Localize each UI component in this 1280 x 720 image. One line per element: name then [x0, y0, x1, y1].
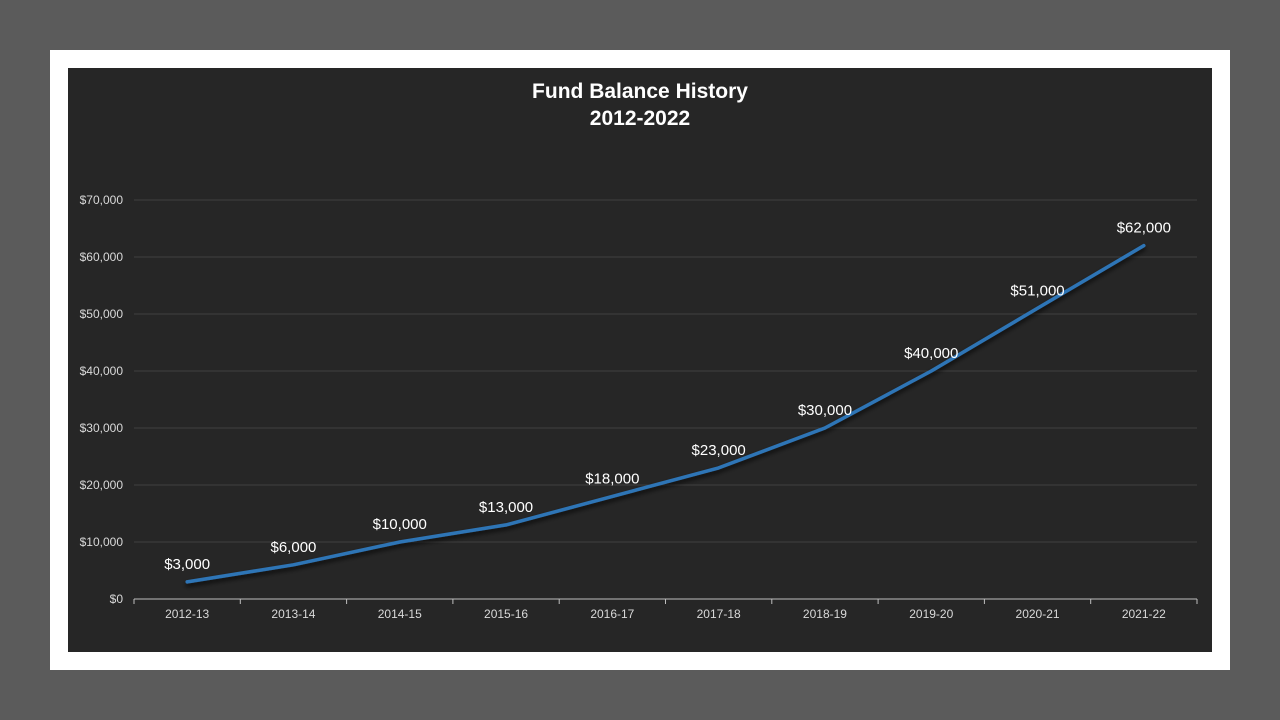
chart-title-block: Fund Balance History 2012-2022 — [0, 78, 1280, 132]
y-tick-label: $60,000 — [80, 250, 124, 264]
y-tick-label: $70,000 — [80, 193, 124, 207]
data-label: $18,000 — [585, 470, 639, 487]
data-label: $13,000 — [479, 499, 533, 516]
y-tick-label: $50,000 — [80, 307, 124, 321]
x-tick-label: 2020-21 — [1016, 607, 1060, 621]
data-point — [186, 581, 188, 583]
x-tick-label: 2016-17 — [590, 607, 634, 621]
y-tick-label: $0 — [110, 592, 124, 606]
series-line-group — [185, 243, 1146, 584]
x-axis — [133, 598, 1198, 604]
data-label: $51,000 — [1010, 282, 1064, 299]
data-label: $23,000 — [692, 442, 746, 459]
data-label: $40,000 — [904, 345, 958, 362]
x-tick-label: 2019-20 — [909, 607, 953, 621]
data-label: $30,000 — [798, 402, 852, 419]
chart-title: Fund Balance History — [532, 80, 748, 103]
series-line — [185, 243, 1146, 584]
data-point — [292, 564, 294, 566]
data-point — [505, 524, 507, 526]
y-tick-label: $10,000 — [80, 535, 124, 549]
y-tick-label: $40,000 — [80, 364, 124, 378]
data-point — [399, 541, 401, 543]
data-point — [1037, 307, 1039, 309]
data-point — [824, 427, 826, 429]
y-tick-label: $30,000 — [80, 421, 124, 435]
y-axis-labels: $0 $10,000 $20,000 $30,000 $40,000 $50,000 $60… — [80, 193, 124, 606]
data-labels: $3,000 $6,000 $10,000 $13,000 $18,000 $23,000… — [164, 220, 1171, 573]
x-tick-label: 2017-18 — [697, 607, 741, 621]
data-point — [930, 370, 932, 372]
data-label: $6,000 — [271, 539, 317, 556]
x-tick-label: 2018-19 — [803, 607, 847, 621]
x-tick-label: 2012-13 — [165, 607, 209, 621]
data-point — [611, 495, 613, 497]
data-label: $62,000 — [1117, 220, 1171, 237]
chart-area — [68, 68, 1212, 652]
x-tick-label: 2013-14 — [271, 607, 315, 621]
x-tick-label: 2015-16 — [484, 607, 528, 621]
x-tick-label: 2021-22 — [1122, 607, 1166, 621]
data-label: $10,000 — [373, 516, 427, 533]
data-point — [1143, 245, 1145, 247]
x-tick-label: 2014-15 — [378, 607, 422, 621]
y-tick-label: $20,000 — [80, 478, 124, 492]
x-axis-labels: 2012-13 2013-14 2014-15 2015-16 2016-17 2017-… — [165, 607, 1166, 621]
data-label: $3,000 — [164, 556, 210, 573]
data-point — [718, 467, 720, 469]
chart-subtitle: 2012-2022 — [589, 107, 691, 130]
gridlines — [134, 199, 1197, 543]
